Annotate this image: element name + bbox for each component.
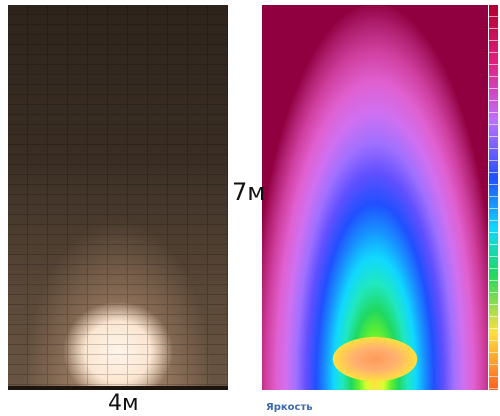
legend-label: Яркость bbox=[266, 402, 313, 413]
luminance-map bbox=[262, 5, 488, 390]
floor bbox=[8, 386, 228, 390]
brick-texture bbox=[8, 5, 228, 390]
height-label: 7м bbox=[232, 178, 266, 206]
width-label: 4м bbox=[108, 391, 139, 416]
scale-ticks bbox=[489, 5, 498, 390]
wall-render bbox=[8, 5, 228, 390]
